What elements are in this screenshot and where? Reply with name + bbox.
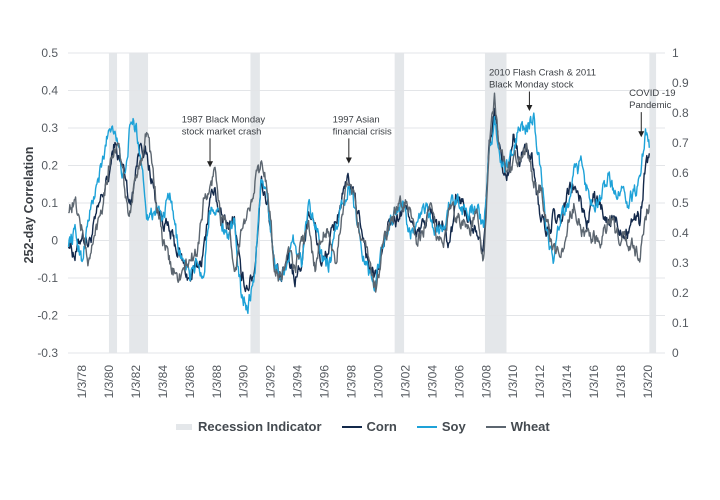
annotation-text: stock market crash (182, 126, 262, 137)
x-tick-label: 1/3/80 (102, 365, 116, 399)
x-tick-label: 1/3/14 (560, 365, 574, 399)
y2-tick-label: 0.2 (672, 286, 689, 300)
legend: Recession Indicator Corn Soy Wheat (176, 419, 570, 434)
legend-label-recession: Recession Indicator (198, 419, 322, 434)
y2-tick-label: 0.4 (672, 226, 689, 240)
y2-tick-label: 0.6 (672, 166, 689, 180)
y2-tick-label: 0 (672, 346, 679, 360)
gridlines (68, 52, 665, 354)
y-tick-label: 0.5 (41, 46, 58, 60)
annotation-arrowhead (638, 131, 645, 138)
x-tick-label: 1/3/98 (345, 365, 359, 399)
legend-label-soy: Soy (441, 419, 466, 434)
x-tick-label: 1/3/20 (641, 365, 655, 399)
x-tick-label: 1/3/86 (183, 365, 197, 399)
x-axis-ticks: 1/3/78 1/3/80 1/3/82 1/3/84 1/3/86 1/3/88 1/3/… (75, 365, 655, 399)
annotation-text: COVID -19 (629, 88, 675, 99)
x-tick-label: 1/3/92 (264, 365, 278, 399)
y2-tick-label: 0.1 (672, 316, 689, 330)
corn-swatch (341, 425, 362, 428)
right-axis-ticks: 1 0.9 0.8 0.7 0.6 0.5 0.4 0.3 0.2 0.1 0 (672, 46, 689, 360)
y-tick-label: -0.2 (37, 309, 58, 323)
annotation-text: 1987 Black Monday (182, 114, 266, 125)
annotation-text: Pandemic (629, 100, 671, 111)
soy-swatch (416, 425, 437, 428)
annotation-text: 2010 Flash Crash & 2011 (489, 68, 596, 79)
x-tick-label: 1/3/02 (398, 365, 412, 399)
x-tick-label: 1/3/00 (371, 365, 385, 399)
y-tick-label: 0 (51, 234, 58, 248)
x-tick-label: 1/3/82 (129, 365, 143, 399)
annotation-arrowhead (345, 157, 352, 164)
annotation-arrowhead (526, 105, 533, 111)
y-tick-label: -0.3 (37, 346, 58, 360)
recession-swatch (176, 423, 192, 430)
legend-item-wheat: Wheat (485, 419, 550, 434)
y2-tick-label: 0.9 (672, 76, 689, 90)
legend-item-soy: Soy (416, 419, 466, 434)
left-axis-ticks: 0.5 0.4 0.3 0.2 0.1 0 -0.1 -0.2 -0.3 (37, 46, 58, 360)
x-tick-label: 1/3/08 (479, 365, 493, 399)
wheat-swatch (485, 425, 506, 428)
legend-item-corn: Corn (341, 419, 397, 434)
y2-tick-label: 0.8 (672, 106, 689, 120)
y2-tick-label: 0.5 (672, 196, 689, 210)
legend-label-corn: Corn (366, 419, 397, 434)
annotation-text: 1997 Asian (333, 114, 380, 125)
x-tick-label: 1/3/90 (237, 365, 251, 399)
x-tick-label: 1/3/16 (587, 365, 601, 399)
y-tick-label: 0.2 (41, 159, 58, 173)
annotation-text: Black Monday stock (489, 80, 574, 91)
x-tick-label: 1/3/04 (425, 365, 439, 399)
x-tick-label: 1/3/10 (506, 365, 520, 399)
y-tick-label: 0.4 (41, 84, 58, 98)
x-tick-label: 1/3/84 (156, 365, 170, 399)
y2-tick-label: 0.7 (672, 136, 689, 150)
annotation-text: financial crisis (333, 126, 392, 137)
x-tick-label: 1/3/96 (318, 365, 332, 399)
y-tick-label: -0.1 (37, 271, 58, 285)
series-line-wheat (67, 92, 650, 293)
y-tick-label: 0.3 (41, 121, 58, 135)
series-lines (67, 92, 650, 315)
x-tick-label: 1/3/12 (533, 365, 547, 399)
x-tick-label: 1/3/06 (452, 365, 466, 399)
series-line-corn (67, 107, 650, 293)
y-tick-label: 0.1 (41, 196, 58, 210)
y-axis-label: 252-day Correlation (22, 147, 36, 264)
x-tick-label: 1/3/88 (210, 365, 224, 399)
legend-item-recession: Recession Indicator (176, 419, 322, 434)
x-tick-label: 1/3/78 (75, 365, 89, 399)
y2-tick-label: 0.3 (672, 256, 689, 270)
y2-tick-label: 1 (672, 46, 679, 60)
x-tick-label: 1/3/94 (291, 365, 305, 399)
legend-label-wheat: Wheat (510, 419, 550, 434)
x-tick-label: 1/3/18 (614, 365, 628, 399)
annotation-arrowhead (207, 161, 214, 168)
